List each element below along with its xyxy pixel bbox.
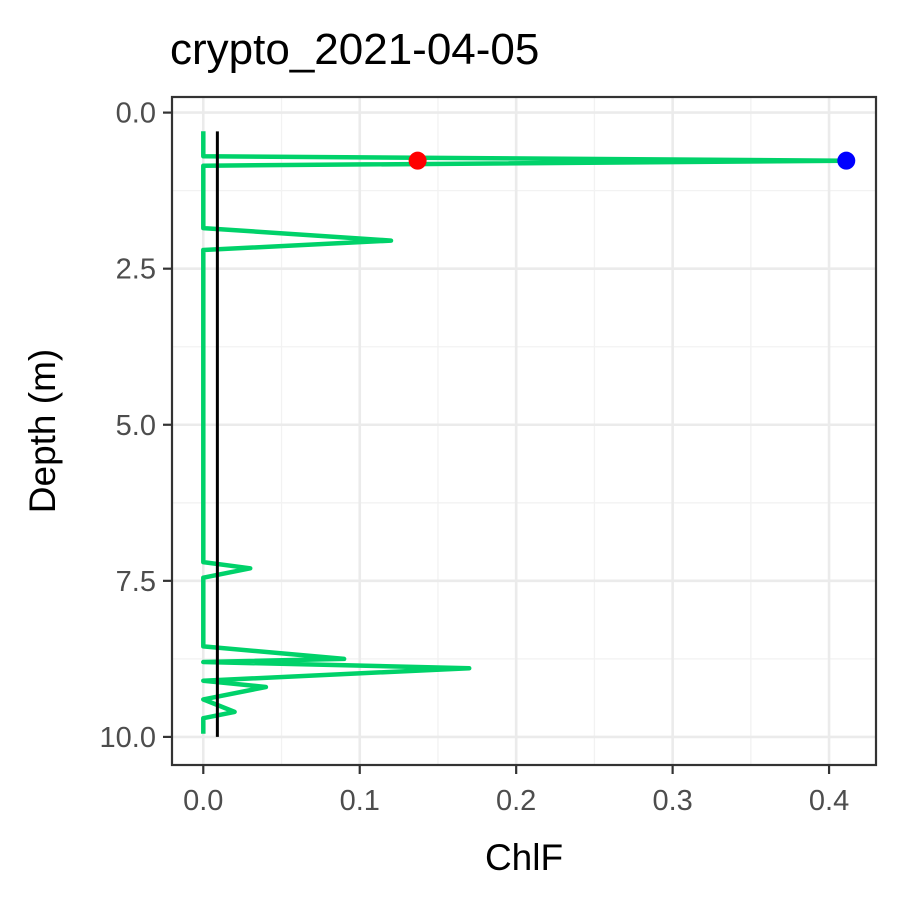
points-layer: [408, 151, 856, 170]
y-axis-title: Depth (m): [22, 349, 63, 513]
y-tick-label: 10.0: [100, 722, 156, 754]
x-axis-title: ChlF: [485, 837, 563, 878]
x-tick-label: 0.3: [652, 785, 692, 817]
data-point-0: [408, 151, 427, 170]
series-layer: [201, 131, 847, 737]
axis-ticks: 0.0 0.1 0.2 0.3 0.4 0.0 2.5 5.0 7.5 10.0: [100, 98, 850, 817]
y-tick-label: 2.5: [116, 254, 156, 286]
x-tick-label: 0.0: [183, 785, 223, 817]
data-point-1: [837, 151, 856, 170]
plot-panel-border: [170, 95, 878, 767]
chart-title: crypto_2021-04-05: [170, 25, 539, 74]
x-tick-label: 0.1: [340, 785, 380, 817]
y-tick-label: 0.0: [116, 98, 156, 130]
y-tick-label: 5.0: [116, 410, 156, 442]
x-tick-label: 0.4: [809, 785, 849, 817]
grid: [172, 97, 876, 765]
x-tick-label: 0.2: [496, 785, 536, 817]
series-line-0: [201, 131, 847, 734]
y-tick-label: 7.5: [116, 566, 156, 598]
